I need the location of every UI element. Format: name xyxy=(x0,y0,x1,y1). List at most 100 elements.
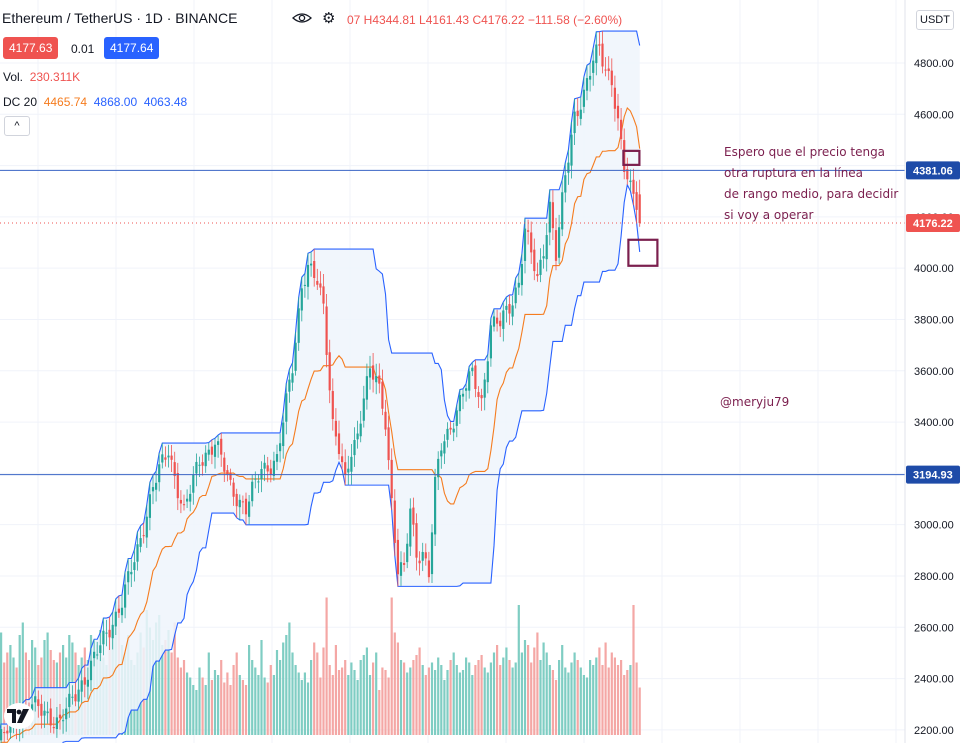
volume-bar xyxy=(291,652,294,735)
candle-body xyxy=(539,259,542,275)
candle-body xyxy=(359,423,362,437)
volume-bar xyxy=(434,670,437,735)
tradingview-logo[interactable] xyxy=(4,703,34,729)
candle-body xyxy=(93,651,96,659)
candle-body xyxy=(108,629,111,638)
collapse-legend-button[interactable]: ^ xyxy=(4,116,30,136)
donchian-label: DC 20 xyxy=(3,95,38,109)
volume-bar xyxy=(449,660,452,735)
volume-bar xyxy=(310,660,313,735)
candle-body xyxy=(99,645,102,653)
price-tick-label: 2600.00 xyxy=(914,622,954,634)
volume-bar xyxy=(24,652,27,735)
candle-body xyxy=(542,256,545,259)
volume-bar xyxy=(341,667,344,735)
eye-icon[interactable] xyxy=(292,10,312,26)
volume-bar xyxy=(235,652,238,735)
volume-bar xyxy=(3,662,6,735)
volume-bar xyxy=(260,640,263,735)
volume-bar xyxy=(344,660,347,735)
volume-bar xyxy=(440,665,443,735)
candle-body xyxy=(148,494,151,518)
volume-bar xyxy=(430,662,434,735)
volume-bar xyxy=(331,675,334,735)
hline-price-tag: 4381.06 xyxy=(913,165,953,177)
volume-bar xyxy=(573,652,576,735)
candle-body xyxy=(167,455,170,458)
volume-bar xyxy=(564,667,567,735)
candle-body xyxy=(186,498,189,502)
volume-bar xyxy=(372,662,375,735)
price-tick-label: 2800.00 xyxy=(914,571,954,583)
volume-bar xyxy=(303,672,306,735)
volume-bar xyxy=(155,622,158,735)
volume-bar xyxy=(539,660,542,735)
candle-body xyxy=(294,342,297,371)
price-tick-label: 4000.00 xyxy=(914,263,954,275)
volume-bar xyxy=(381,667,384,735)
candle-body xyxy=(396,539,399,575)
volume-bar xyxy=(179,667,182,735)
volume-value: 230.311K xyxy=(29,70,81,84)
candle-body xyxy=(551,202,554,229)
volume-bar xyxy=(554,680,558,735)
candle-body xyxy=(406,543,409,563)
candle-body xyxy=(182,504,186,506)
volume-bar xyxy=(254,667,257,735)
volume-bar xyxy=(480,655,483,735)
candle-body xyxy=(220,438,223,455)
volume-legend[interactable]: Vol. 230.311K xyxy=(3,70,80,84)
volume-bar xyxy=(635,662,638,735)
candle-body xyxy=(282,422,285,447)
volume-bar xyxy=(192,685,195,735)
gear-icon[interactable]: ⚙ xyxy=(322,10,336,27)
candle-body xyxy=(384,411,387,430)
last-price-tag-bg xyxy=(906,213,960,232)
candle-body xyxy=(49,708,52,726)
volume-bar xyxy=(285,635,288,735)
volume-bar xyxy=(418,647,421,735)
candle-body xyxy=(173,462,176,477)
volume-bar xyxy=(170,652,173,735)
volume-bar xyxy=(164,640,167,735)
candle-body xyxy=(257,481,260,483)
candle-body xyxy=(344,462,347,475)
volume-bar xyxy=(306,682,310,735)
candle-body xyxy=(52,727,55,729)
donchian-legend[interactable]: DC 20 4465.74 4868.00 4063.48 xyxy=(3,95,187,109)
candle-body xyxy=(55,717,58,730)
candle-body xyxy=(368,368,372,378)
candle-body xyxy=(120,607,124,616)
candle-body xyxy=(111,624,114,639)
candle-body xyxy=(387,427,390,461)
candle-body xyxy=(403,563,406,565)
candle-body xyxy=(310,263,313,266)
candle-body xyxy=(195,461,198,474)
volume-bar xyxy=(424,675,427,735)
currency-label[interactable]: USDT xyxy=(916,10,954,30)
annotation-line-2: otra ruptura en la línea xyxy=(724,166,864,180)
candle-body xyxy=(300,288,303,311)
volume-bar xyxy=(458,672,461,735)
sell-price-button[interactable]: 4177.63 xyxy=(3,37,59,59)
candle-body xyxy=(114,611,117,627)
candle-body xyxy=(266,465,269,472)
candle-body xyxy=(68,693,71,708)
annotation-text[interactable]: Espero que el precio tenga otra ruptura … xyxy=(724,142,898,226)
buy-price-button[interactable]: 4177.64 xyxy=(104,37,160,59)
candle-body xyxy=(505,305,508,310)
candle-body xyxy=(375,376,378,383)
candle-body xyxy=(213,444,217,457)
volume-bar xyxy=(551,670,554,735)
volume-bar xyxy=(21,622,24,735)
volume-bar xyxy=(173,622,176,735)
candle-body xyxy=(325,306,328,355)
symbol-title[interactable]: Ethereum / TetherUS · 1D · BINANCE xyxy=(2,10,238,26)
candle-body xyxy=(582,89,585,107)
candle-body xyxy=(170,455,173,460)
candle-body xyxy=(573,111,576,134)
volume-bar xyxy=(527,645,530,735)
candle-body xyxy=(80,680,83,692)
volume-bar xyxy=(601,665,604,735)
